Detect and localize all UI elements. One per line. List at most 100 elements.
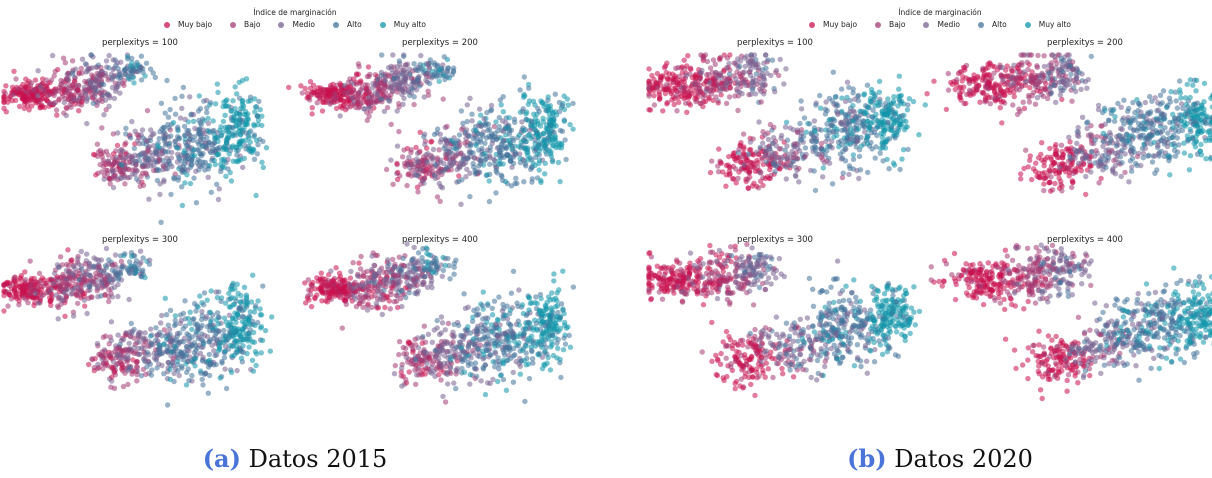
scatter-point <box>651 76 657 83</box>
scatter-point <box>13 76 19 82</box>
scatter-point <box>441 54 447 60</box>
scatter-point <box>48 286 55 293</box>
scatter-point <box>410 361 416 367</box>
scatter-point <box>350 260 356 266</box>
scatter-point <box>178 158 184 164</box>
scatter-point <box>444 123 450 130</box>
scatter-points <box>286 52 576 207</box>
scatter-point <box>664 99 671 106</box>
scatter-point <box>453 385 459 392</box>
scatter-point <box>189 326 195 333</box>
scatter-point <box>399 303 405 310</box>
scatter-point <box>199 376 205 383</box>
scatter-point <box>165 149 171 155</box>
scatter-point <box>503 312 509 319</box>
scatter-point <box>461 291 467 297</box>
scatter-point <box>103 358 109 364</box>
scatter-point <box>514 180 520 187</box>
scatter-point <box>196 334 203 340</box>
scatter-point <box>702 98 709 105</box>
scatter-point <box>200 127 206 133</box>
scatter-point <box>503 120 509 126</box>
scatter-point <box>489 140 495 146</box>
scatter-point <box>106 257 112 263</box>
scatter-point <box>230 302 236 308</box>
scatter-point <box>140 135 146 141</box>
scatter-point <box>317 96 323 102</box>
scatter-point <box>541 319 547 325</box>
scatter-point <box>679 70 685 76</box>
scatter-point <box>180 356 186 363</box>
scatter-point <box>434 317 440 324</box>
scatter-point <box>12 285 18 291</box>
scatter-point <box>130 160 136 166</box>
scatter-grid-2020: perplexitys = 100 perplexitys = 200 perp… <box>646 38 1212 402</box>
scatter-point <box>449 162 455 168</box>
scatter-point <box>507 307 514 313</box>
scatter-point <box>134 378 140 384</box>
scatter-point <box>467 371 473 378</box>
scatter-point <box>234 347 240 353</box>
scatter-point <box>180 84 187 91</box>
scatter-point <box>479 302 486 309</box>
scatter-point <box>491 326 497 332</box>
scatter-point <box>242 142 248 149</box>
scatter-point <box>129 328 136 334</box>
scatter-point <box>239 117 245 123</box>
scatter-point <box>530 327 536 333</box>
scatter-point <box>121 78 128 84</box>
scatter-point <box>498 372 504 379</box>
scatter-point <box>373 300 380 307</box>
scatter-point <box>372 271 378 277</box>
scatter-point <box>25 300 31 306</box>
scatter-point <box>512 352 518 358</box>
scatter-point <box>552 91 558 97</box>
scatter-point <box>377 283 383 290</box>
scatter-point <box>305 277 311 283</box>
scatter-point <box>432 161 438 168</box>
scatter-point <box>463 331 469 337</box>
scatter-point <box>382 304 388 311</box>
scatter-point <box>485 121 492 127</box>
scatter-point <box>412 336 418 342</box>
scatter-point <box>128 320 134 327</box>
scatter-point <box>521 74 527 80</box>
scatter-point <box>65 77 72 83</box>
scatter-point <box>430 73 436 79</box>
scatter-point <box>357 300 363 306</box>
scatter-point <box>698 100 704 107</box>
scatter-point <box>496 294 502 300</box>
scatter-point <box>476 163 482 169</box>
scatter-point <box>104 92 110 98</box>
scatter-point <box>516 287 522 293</box>
scatter-point <box>239 97 246 104</box>
scatter-point <box>239 308 246 314</box>
scatter-point <box>29 103 35 109</box>
scatter-point <box>459 126 465 133</box>
scatter-point <box>474 373 480 380</box>
scatter-point <box>253 351 260 357</box>
scatter-point <box>498 135 504 141</box>
scatter-point <box>399 383 405 389</box>
scatter-point <box>476 106 483 112</box>
scatter-point <box>519 119 525 125</box>
scatter-point <box>176 330 183 336</box>
scatter-point <box>397 295 404 302</box>
scatter-point <box>563 156 569 163</box>
scatter-point <box>217 375 223 381</box>
scatter-point <box>154 177 161 184</box>
scatter-point <box>416 372 422 378</box>
scatter-point <box>231 352 237 359</box>
scatter-point <box>79 56 86 62</box>
scatter-point <box>95 283 101 289</box>
scatter-point <box>184 156 191 162</box>
scatter-point <box>192 125 198 132</box>
scatter-point <box>196 93 202 99</box>
scatter-point <box>677 87 683 94</box>
scatter-point <box>9 84 16 90</box>
scatter-point <box>96 264 102 270</box>
scatter-point <box>522 93 528 99</box>
scatter-point <box>464 102 470 108</box>
legend-label: Medio <box>937 20 960 29</box>
scatter-point <box>3 83 9 89</box>
